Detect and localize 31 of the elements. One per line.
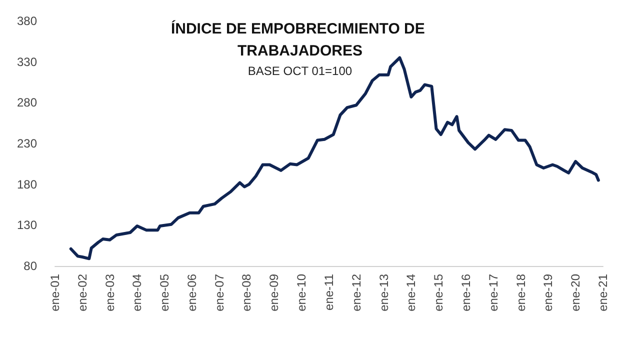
y-tick-label: 80 xyxy=(24,259,38,273)
x-tick-label: ene-14 xyxy=(404,274,418,312)
text: BASE OCT 01=100 xyxy=(248,64,352,78)
x-tick-label: ene-05 xyxy=(158,274,172,312)
y-tick-label: 330 xyxy=(16,54,38,69)
x-tick-label: ene-11 xyxy=(322,274,336,310)
x-tick-label: ene-10 xyxy=(294,274,309,312)
y-tick-label: 280 xyxy=(16,96,38,110)
x-tick-label: ene-08 xyxy=(240,274,254,312)
x-tick-label: ene-07 xyxy=(212,274,226,312)
x-tick-label: ene-15 xyxy=(432,274,446,312)
x-tick-label: ene-04 xyxy=(130,274,144,312)
x-tick-label: ene-19 xyxy=(541,274,556,312)
x-tick-label: ene-18 xyxy=(514,274,528,312)
x-tick-label: ene-16 xyxy=(458,274,473,312)
y-tick-label: 180 xyxy=(16,177,38,192)
x-tick-label: ene-02 xyxy=(75,274,90,312)
line-series xyxy=(69,56,600,260)
x-tick-label: ene-17 xyxy=(486,274,500,312)
x-tick-label: ene-01 xyxy=(48,274,62,312)
x-tick-label: ene-21 xyxy=(596,274,610,312)
x-tick-label: ene-09 xyxy=(267,274,282,312)
y-tick-label: 230 xyxy=(16,136,38,150)
x-tick-label: ene-12 xyxy=(349,274,364,312)
x-tick-label: ene-20 xyxy=(568,274,583,312)
x-tick-label: ene-13 xyxy=(376,274,391,312)
x-tick-label: ene-03 xyxy=(102,274,117,312)
text: ÍNDICE DE EMPOBRECIMIENTO DE TRABAJADORES xyxy=(170,20,430,60)
x-tick-label: ene-06 xyxy=(184,274,199,312)
y-tick-label: 380 xyxy=(16,14,38,28)
y-tick-label: 130 xyxy=(16,218,38,232)
